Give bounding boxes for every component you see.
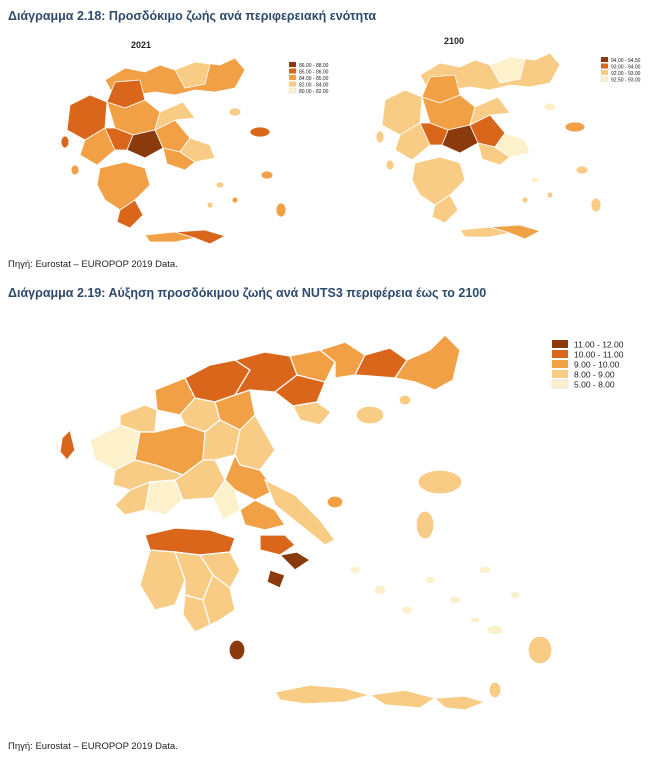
legend-219-label-1: 11.00 - 12.00	[574, 340, 624, 350]
legend-2021-label-3: 84.00 - 85.00	[299, 76, 329, 82]
map-nuts3-legend: 11.00 - 12.00 10.00 - 11.00 9.00 - 10.00…	[551, 340, 624, 390]
map-2100	[375, 52, 602, 240]
legend-2100-swatch-2	[601, 63, 608, 69]
legend-2100-swatch-4	[600, 76, 609, 82]
legend-2021-label-1: 86.00 - 88.00	[299, 63, 329, 69]
map-2100-year-label: 2100	[444, 36, 465, 46]
map-2100-regions	[375, 52, 602, 240]
legend-219-swatch-3	[552, 360, 568, 368]
legend-219-label-5: 5.00 - 8.00	[574, 380, 615, 390]
legend-2021-swatch-4	[289, 81, 296, 87]
map-nuts3-regions	[59, 334, 553, 711]
figure-219-source: Πηγή: Eurostat – EUROPOP 2019 Data.	[8, 741, 178, 752]
legend-219-label-2: 10.00 - 11.00	[574, 350, 624, 360]
legend-2021-label-5: 80.00 - 82.00	[299, 89, 329, 95]
legend-2100-label-1: 94.00 - 94.50	[611, 58, 641, 64]
legend-219-swatch-5	[551, 379, 569, 389]
legend-219-swatch-2	[552, 350, 568, 358]
legend-2021-swatch-3	[289, 75, 296, 80]
map-2021-year-label: 2021	[131, 40, 152, 50]
map-2100-legend: 94.00 - 94.50 93.00 - 94.00 92.00 - 93.0…	[600, 57, 641, 84]
figure-218-title: Διάγραμμα 2.18: Προσδόκιμο ζωής ανά περι…	[8, 9, 377, 23]
map-nuts3-increase	[59, 334, 553, 711]
legend-2100-label-4: 92.50 - 93.00	[611, 78, 641, 84]
legend-2021-swatch-5	[288, 87, 297, 94]
map-2021-regions	[60, 57, 287, 245]
figure-219-title: Διάγραμμα 2.19: Αύξηση προσδόκιμου ζωής …	[8, 286, 487, 300]
map-2021	[60, 57, 287, 245]
map-2021-legend: 86.00 - 88.00 85.00 - 86.00 84.00 - 85.0…	[288, 62, 329, 95]
legend-219-label-3: 9.00 - 10.00	[574, 360, 620, 370]
legend-2100-swatch-1	[601, 57, 608, 62]
legend-2100-swatch-3	[601, 70, 608, 75]
legend-2100-label-2: 93.00 - 94.00	[611, 65, 641, 71]
legend-2100-label-3: 92.00 - 93.00	[611, 71, 641, 77]
legend-219-swatch-1	[552, 340, 568, 348]
legend-2021-swatch-1	[289, 62, 296, 67]
legend-219-swatch-4	[552, 370, 568, 378]
legend-2021-label-4: 82.00 - 84.00	[299, 83, 329, 89]
legend-2021-swatch-2	[289, 68, 296, 74]
legend-2021-label-2: 85.00 - 86.00	[299, 70, 329, 76]
figure-218-source: Πηγή: Eurostat – EUROPOP 2019 Data.	[8, 259, 178, 270]
legend-219-label-4: 8.00 - 9.00	[574, 370, 615, 380]
